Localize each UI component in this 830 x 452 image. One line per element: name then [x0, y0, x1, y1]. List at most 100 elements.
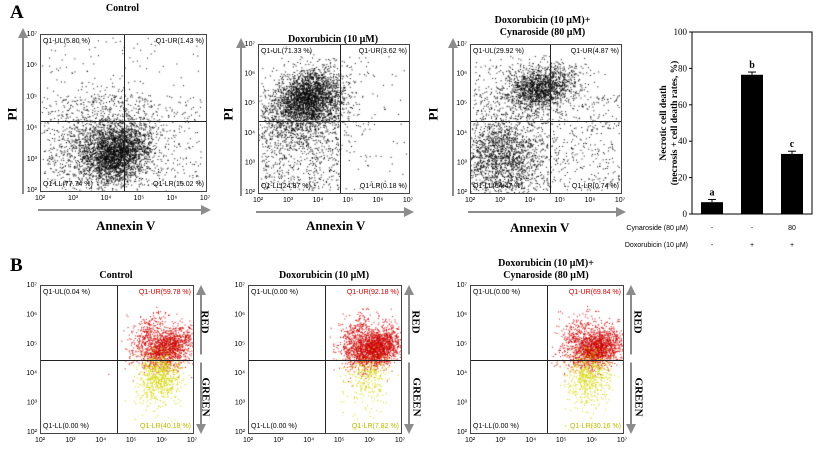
y-tick-label: 10⁷	[457, 282, 468, 289]
x-tick-label: 10⁵	[126, 437, 137, 444]
flow-plot-b2: Q1-UL(0.00 %) Q1-UR(92.18 %) Q1-LL(0.00 …	[248, 285, 402, 434]
quad-ur: Q1-UR(59.78 %)	[138, 289, 191, 296]
quad-lr: Q1-LR(0.18 %)	[359, 183, 407, 190]
quad-ll: Q1-LL(0.00 %)	[251, 423, 297, 430]
flow-plot-a1-dots	[41, 35, 206, 191]
y-tick-label: 10⁶	[234, 311, 245, 318]
x-tick-label: 10³	[273, 437, 284, 444]
y-tick-label: 10⁶	[244, 71, 255, 78]
quadrant-hline	[41, 360, 193, 361]
y-tick-label: 10⁵	[26, 341, 37, 348]
y-tick-label: 10⁶	[26, 62, 37, 69]
y-tick-label: 100	[674, 27, 688, 37]
y-tick-label: 10³	[235, 400, 246, 407]
x-tick-label: 10⁵	[556, 437, 567, 444]
y-tick-label: 10³	[245, 159, 256, 166]
y-tick-label: 10⁵	[456, 100, 467, 107]
x-tick-label: 10⁴	[525, 437, 536, 444]
x-tick-label: 10⁴	[95, 437, 106, 444]
y-tick-label: 10⁶	[456, 311, 467, 318]
plot-a2-xlabel: Annexin V	[306, 218, 366, 233]
treatment-value: 80	[788, 225, 796, 232]
x-tick-label: 10⁶	[585, 197, 596, 204]
x-tick-label: 10³	[283, 197, 294, 204]
panel-a-letter: A	[10, 2, 24, 23]
treatment-value: -	[711, 242, 714, 249]
bar-ylabel-line2: (necrosis + cell death rates, %)	[669, 61, 680, 186]
bar-chart: 0 20 40 60 80 100 Necrotic cell death (necrosis…	[625, 27, 813, 249]
y-tick-label: 10⁵	[456, 341, 467, 348]
x-tick-label: 10²	[253, 197, 264, 204]
quad-ur: Q1-UR(1.43 %)	[155, 38, 204, 45]
quadrant-hline	[471, 121, 621, 122]
treatment-row-label: Cynaroside (80 μM)	[626, 225, 688, 232]
y-tick-label: 10⁴	[456, 370, 467, 377]
quad-ll: Q1-LL(77.74 %)	[43, 181, 93, 188]
y-tick-label: 10⁷	[457, 41, 468, 48]
plot-b1-title: Control	[99, 270, 133, 281]
treatment-value: -	[751, 225, 754, 232]
x-tick-label: 10⁶	[364, 437, 375, 444]
plot-a3-title-line2: Cynaroside (80 μM)	[499, 27, 586, 38]
x-tick-label: 10³	[495, 437, 506, 444]
x-tick-label: 10²	[465, 197, 476, 204]
quad-ll: Q1-LL(64.47 %)	[473, 183, 523, 190]
plot-a1-xlabel: Annexin V	[96, 218, 156, 233]
x-tick-label: 10²	[465, 437, 476, 444]
quadrant-vline	[124, 35, 125, 191]
y-tick-label: 80	[678, 63, 688, 73]
plot-a3-xlabel: Annexin V	[510, 220, 570, 235]
y-tick-label: 10³	[27, 156, 38, 163]
x-tick-label: 10³	[65, 437, 76, 444]
flow-plot-a1: Q1-UL(5.80 %) Q1-UR(1.43 %) Q1-LL(77.74 …	[40, 34, 207, 192]
y-tick-label: 10⁶	[26, 311, 37, 318]
quadrant-hline	[249, 360, 401, 361]
y-tick-label: 10⁴	[244, 130, 255, 137]
quad-ur: Q1-UR(69.84 %)	[568, 289, 621, 296]
b1-red-label: RED	[198, 310, 211, 334]
quad-ll: Q1-LL(0.00 %)	[43, 423, 89, 430]
y-tick-label: 10²	[235, 429, 246, 436]
plot-a3-title-line1: Doxorubicin (10 μM)+	[494, 15, 591, 26]
flow-plot-b3: Q1-UL(0.00 %) Q1-UR(69.84 %) Q1-LL(0.00 …	[470, 285, 624, 434]
quadrant-vline	[117, 286, 118, 433]
y-tick-label: 10²	[457, 429, 468, 436]
y-tick-label: 10⁴	[26, 125, 37, 132]
y-tick-label: 10⁷	[245, 41, 256, 48]
quadrant-hline	[471, 360, 623, 361]
x-tick-label: 10⁷	[187, 437, 198, 444]
flow-plot-a2: Q1-UL(71.33 %) Q1-UR(3.62 %) Q1-LL(24.87…	[258, 44, 410, 194]
quadrant-vline	[550, 45, 551, 193]
significance-letter: c	[790, 139, 795, 150]
x-tick-label: 10⁵	[343, 197, 354, 204]
treatment-value: +	[750, 242, 754, 249]
panel-b-letter: B	[10, 255, 23, 276]
x-tick-label: 10⁵	[555, 197, 566, 204]
y-tick-label: 10⁷	[27, 282, 38, 289]
plot-b2-title: Doxorubicin (10 μM)	[278, 270, 370, 281]
y-tick-label: 10⁷	[235, 282, 246, 289]
b1-green-label: GREEN	[199, 377, 212, 417]
x-tick-label: 10⁷	[403, 197, 414, 204]
treatment-value: +	[790, 242, 794, 249]
quad-ll: Q1-LL(24.87 %)	[261, 183, 311, 190]
quad-lr: Q1-LR(0.74 %)	[571, 183, 619, 190]
quad-ur: Q1-UR(4.87 %)	[570, 48, 619, 55]
x-tick-label: 10³	[495, 197, 506, 204]
quad-lr: Q1-LR(40.18 %)	[140, 423, 191, 430]
x-tick-label: 10⁴	[101, 195, 112, 202]
x-tick-label: 10⁶	[586, 437, 597, 444]
y-tick-label: 10³	[457, 400, 468, 407]
x-tick-label: 10⁶	[167, 195, 178, 202]
x-tick-label: 10⁵	[334, 437, 345, 444]
plot-a1-title: Control	[105, 3, 140, 14]
plot-a2-title: Doxorubicin (10 μM)	[287, 34, 379, 45]
quad-ul: Q1-UL(5.80 %)	[43, 38, 91, 45]
plot-b3-title: Doxorubicin (10 μM)+ Cynaroside (80 μM)	[470, 258, 622, 282]
bar-2	[741, 74, 763, 214]
x-tick-label: 10⁶	[156, 437, 167, 444]
y-tick-label: 10⁴	[456, 130, 467, 137]
b3-green-label: GREEN	[632, 377, 645, 417]
y-tick-label: 10²	[457, 189, 468, 196]
